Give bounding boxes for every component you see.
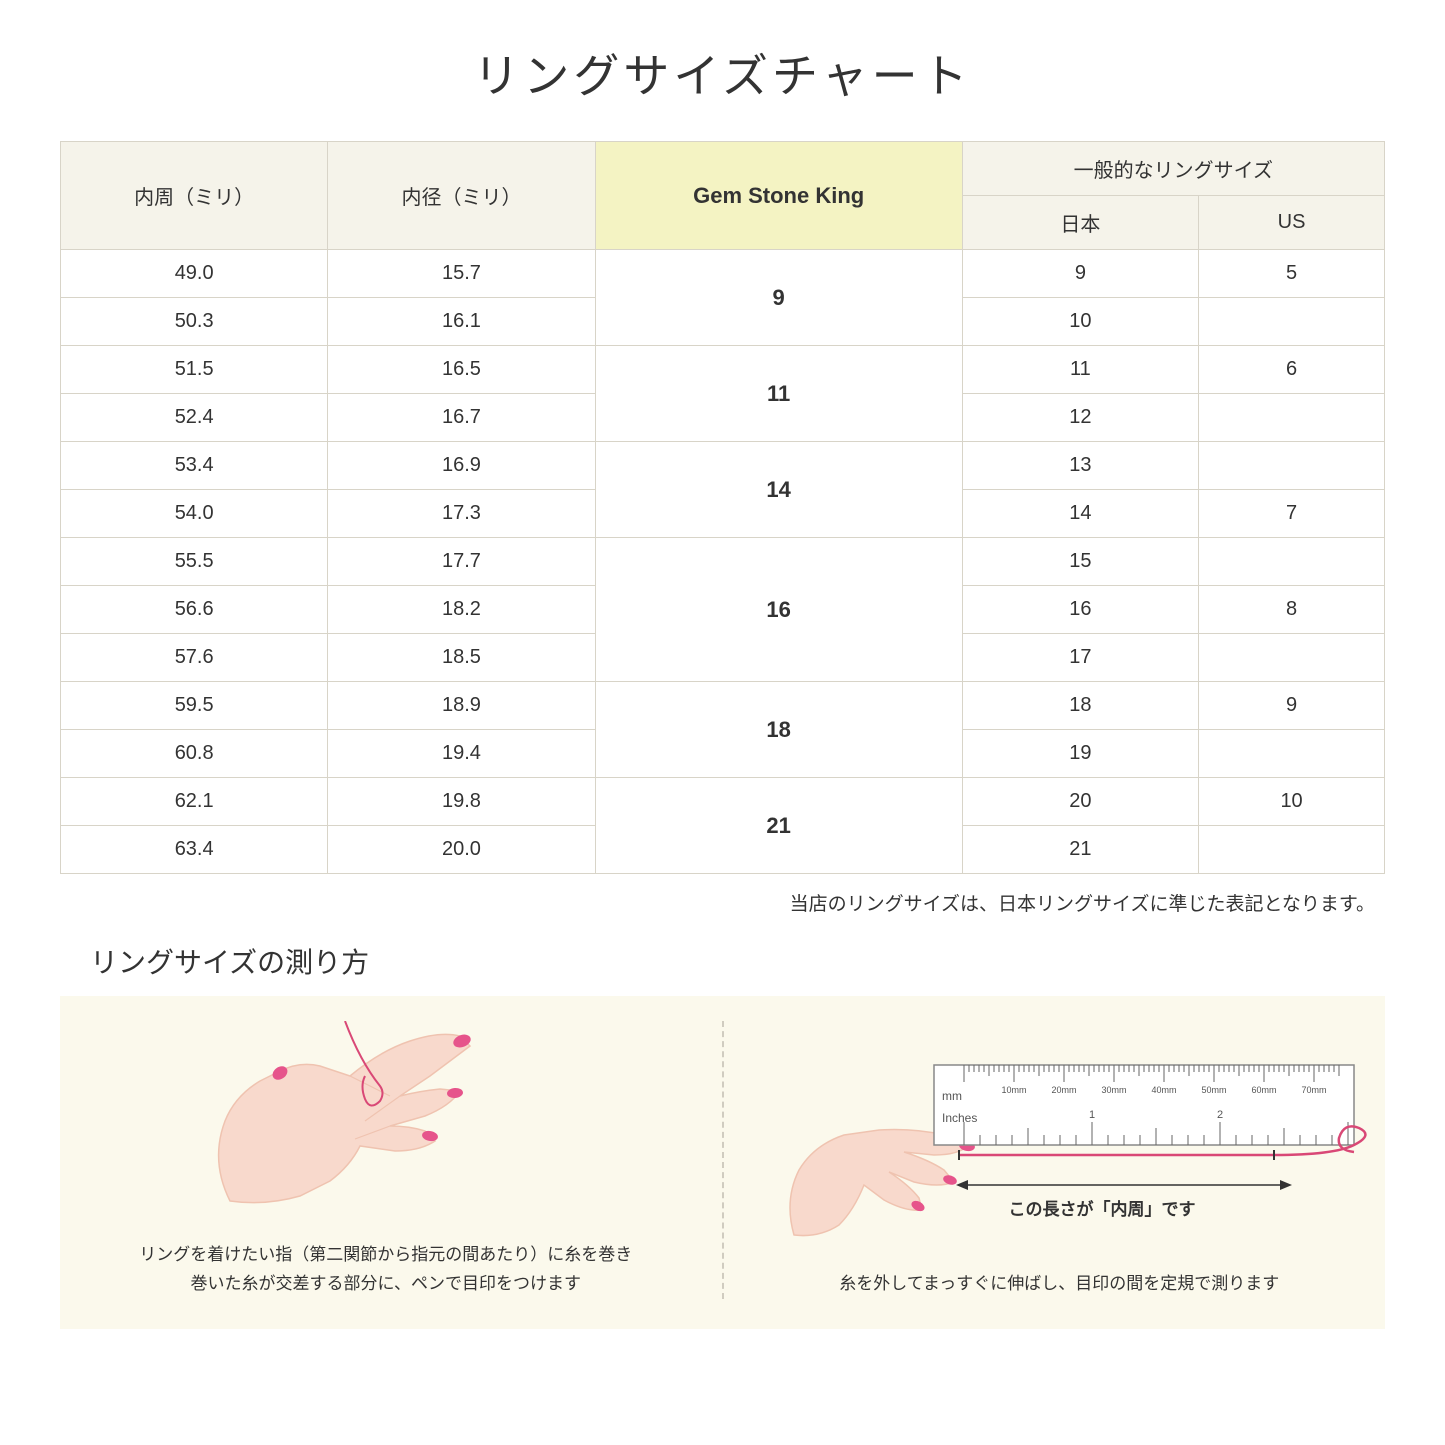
howto-left: リングを着けたい指（第二関節から指元の間あたり）に糸を巻き巻いた糸が交差する部分… xyxy=(90,1021,682,1299)
cell-circumference: 59.5 xyxy=(61,682,328,730)
cell-diameter: 19.4 xyxy=(328,730,595,778)
cell-circumference: 53.4 xyxy=(61,442,328,490)
cell-us: 5 xyxy=(1199,250,1385,298)
cell-gsk: 14 xyxy=(595,442,962,538)
cell-us xyxy=(1199,442,1385,490)
cell-japan: 18 xyxy=(962,682,1198,730)
cell-japan: 10 xyxy=(962,298,1198,346)
cell-us: 6 xyxy=(1199,346,1385,394)
cell-us xyxy=(1199,394,1385,442)
hand-illustration-icon xyxy=(150,1021,530,1221)
cell-us xyxy=(1199,298,1385,346)
cell-diameter: 16.7 xyxy=(328,394,595,442)
cell-us: 9 xyxy=(1199,682,1385,730)
cell-circumference: 62.1 xyxy=(61,778,328,826)
cell-circumference: 50.3 xyxy=(61,298,328,346)
right-caption: 糸を外してまっすぐに伸ばし、目印の間を定規で測ります xyxy=(764,1270,1356,1299)
divider xyxy=(722,1021,724,1299)
table-row: 59.518.918189 xyxy=(61,682,1385,730)
cell-circumference: 63.4 xyxy=(61,826,328,874)
table-row: 55.517.71615 xyxy=(61,538,1385,586)
cell-us xyxy=(1199,826,1385,874)
cell-japan: 15 xyxy=(962,538,1198,586)
cell-japan: 17 xyxy=(962,634,1198,682)
cell-japan: 12 xyxy=(962,394,1198,442)
svg-text:60mm: 60mm xyxy=(1251,1085,1276,1095)
cell-diameter: 19.8 xyxy=(328,778,595,826)
cell-circumference: 60.8 xyxy=(61,730,328,778)
cell-circumference: 49.0 xyxy=(61,250,328,298)
cell-circumference: 54.0 xyxy=(61,490,328,538)
cell-japan: 11 xyxy=(962,346,1198,394)
footnote: 当店のリングサイズは、日本リングサイズに準じた表記となります。 xyxy=(60,889,1385,916)
cell-japan: 21 xyxy=(962,826,1198,874)
svg-text:50mm: 50mm xyxy=(1201,1085,1226,1095)
length-label: この長さが「内周」です xyxy=(1009,1195,1196,1220)
cell-us xyxy=(1199,634,1385,682)
howto-right: mm Inches 10mm 20mm 30mm 40mm 50mm 60mm 70mm 1 2… xyxy=(764,1021,1356,1299)
header-diameter: 内径（ミリ） xyxy=(328,142,595,250)
table-row: 49.015.7995 xyxy=(61,250,1385,298)
howto-section: リングを着けたい指（第二関節から指元の間あたり）に糸を巻き巻いた糸が交差する部分… xyxy=(60,996,1385,1329)
cell-gsk: 9 xyxy=(595,250,962,346)
cell-us xyxy=(1199,538,1385,586)
left-caption: リングを着けたい指（第二関節から指元の間あたり）に糸を巻き巻いた糸が交差する部分… xyxy=(90,1241,682,1299)
header-us: US xyxy=(1199,196,1385,250)
cell-japan: 16 xyxy=(962,586,1198,634)
cell-gsk: 18 xyxy=(595,682,962,778)
svg-text:10mm: 10mm xyxy=(1001,1085,1026,1095)
cell-gsk: 16 xyxy=(595,538,962,682)
cell-diameter: 18.9 xyxy=(328,682,595,730)
cell-gsk: 21 xyxy=(595,778,962,874)
header-gsk: Gem Stone King xyxy=(595,142,962,250)
cell-diameter: 17.3 xyxy=(328,490,595,538)
svg-text:40mm: 40mm xyxy=(1151,1085,1176,1095)
cell-circumference: 51.5 xyxy=(61,346,328,394)
svg-text:20mm: 20mm xyxy=(1051,1085,1076,1095)
cell-us: 7 xyxy=(1199,490,1385,538)
cell-diameter: 15.7 xyxy=(328,250,595,298)
cell-us: 8 xyxy=(1199,586,1385,634)
header-circumference: 内周（ミリ） xyxy=(61,142,328,250)
cell-diameter: 18.2 xyxy=(328,586,595,634)
cell-diameter: 17.7 xyxy=(328,538,595,586)
cell-circumference: 56.6 xyxy=(61,586,328,634)
howto-title: リングサイズの測り方 xyxy=(60,941,1385,981)
size-chart-table: 内周（ミリ） 内径（ミリ） Gem Stone King 一般的なリングサイズ … xyxy=(60,141,1385,874)
svg-text:1: 1 xyxy=(1088,1109,1094,1121)
ruler-inches-label: Inches xyxy=(942,1111,977,1125)
ruler-icon: mm Inches 10mm 20mm 30mm 40mm 50mm 60mm 70mm 1 2 xyxy=(914,1060,1374,1170)
header-japan: 日本 xyxy=(962,196,1198,250)
svg-text:2: 2 xyxy=(1216,1109,1222,1121)
cell-japan: 19 xyxy=(962,730,1198,778)
svg-text:30mm: 30mm xyxy=(1101,1085,1126,1095)
cell-circumference: 55.5 xyxy=(61,538,328,586)
ruler-mm-label: mm xyxy=(942,1089,962,1103)
cell-japan: 13 xyxy=(962,442,1198,490)
table-row: 53.416.91413 xyxy=(61,442,1385,490)
cell-circumference: 52.4 xyxy=(61,394,328,442)
cell-diameter: 16.1 xyxy=(328,298,595,346)
cell-diameter: 16.5 xyxy=(328,346,595,394)
cell-diameter: 18.5 xyxy=(328,634,595,682)
illustration-wrap-thread xyxy=(90,1021,682,1221)
cell-japan: 20 xyxy=(962,778,1198,826)
cell-circumference: 57.6 xyxy=(61,634,328,682)
cell-us: 10 xyxy=(1199,778,1385,826)
dimension-arrow-icon xyxy=(954,1175,1294,1195)
illustration-measure: mm Inches 10mm 20mm 30mm 40mm 50mm 60mm 70mm 1 2… xyxy=(764,1050,1356,1250)
header-general-group: 一般的なリングサイズ xyxy=(962,142,1384,196)
cell-japan: 9 xyxy=(962,250,1198,298)
table-row: 51.516.511116 xyxy=(61,346,1385,394)
table-row: 62.119.8212010 xyxy=(61,778,1385,826)
cell-japan: 14 xyxy=(962,490,1198,538)
cell-gsk: 11 xyxy=(595,346,962,442)
cell-us xyxy=(1199,730,1385,778)
cell-diameter: 16.9 xyxy=(328,442,595,490)
svg-text:70mm: 70mm xyxy=(1301,1085,1326,1095)
cell-diameter: 20.0 xyxy=(328,826,595,874)
page-title: リングサイズチャート xyxy=(60,40,1385,106)
